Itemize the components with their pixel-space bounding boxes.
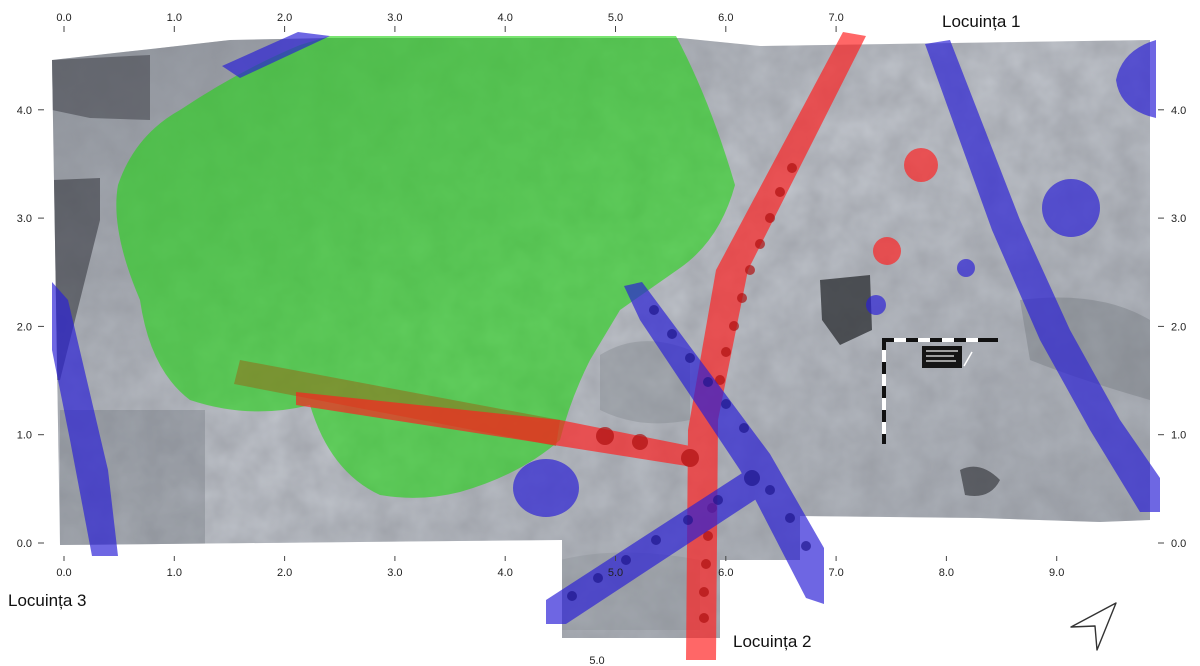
bottom-axis-extra-label: 5.0 [589, 655, 604, 666]
bottom-axis-tick-label: 2.0 [277, 567, 292, 579]
left-axis-tick-label: 3.0 [17, 213, 32, 225]
left-axis-tick-label: 1.0 [17, 430, 32, 442]
bottom-axis-tick-label: 8.0 [939, 567, 954, 579]
left-axis-tick-label: 0.0 [17, 538, 32, 550]
right-axis-tick-label: 1.0 [1171, 430, 1186, 442]
bottom-axis-tick-label: 7.0 [828, 567, 843, 579]
top-axis: 0.0 1.0 2.0 3.0 4.0 5.0 6.0 7.0 [56, 12, 844, 32]
bottom-axis-tick-label: 1.0 [167, 567, 182, 579]
top-axis-tick-label: 3.0 [387, 12, 402, 24]
right-axis-tick-label: 3.0 [1171, 213, 1186, 225]
dwelling-2-label: Locuința 2 [733, 632, 812, 651]
top-axis-tick-label: 2.0 [277, 12, 292, 24]
scale-bar [882, 338, 998, 444]
right-axis-tick-label: 0.0 [1171, 538, 1186, 550]
bottom-axis-tick-label: 9.0 [1049, 567, 1064, 579]
blue-overlays [52, 32, 1160, 624]
top-axis-tick-label: 0.0 [56, 12, 71, 24]
top-axis-tick-label: 4.0 [498, 12, 513, 24]
top-axis-tick-label: 7.0 [828, 12, 843, 24]
right-axis: 0.0 1.0 2.0 3.0 4.0 [1158, 105, 1186, 550]
top-axis-tick-label: 6.0 [718, 12, 733, 24]
top-axis-tick-label: 1.0 [167, 12, 182, 24]
left-axis: 0.0 1.0 2.0 3.0 4.0 [17, 105, 44, 550]
bottom-axis-tick-label: 4.0 [498, 567, 513, 579]
bottom-axis-tick-label: 0.0 [56, 567, 71, 579]
bottom-axis: 0.0 1.0 2.0 3.0 4.0 5.0 6.0 7.0 8.0 9.0 [56, 556, 1064, 579]
blue-post-holes [567, 305, 811, 601]
dwelling-3-label: Locuința 3 [8, 591, 87, 610]
bottom-axis-tick-label: 3.0 [387, 567, 402, 579]
bottom-axis-tick-label: 5.0 [608, 567, 623, 579]
bottom-axis-tick-label: 6.0 [718, 567, 733, 579]
left-axis-tick-label: 2.0 [17, 321, 32, 333]
right-axis-tick-label: 4.0 [1171, 105, 1186, 117]
right-axis-tick-label: 2.0 [1171, 321, 1186, 333]
red-overlays [296, 32, 938, 660]
dwelling-1-label: Locuința 1 [942, 12, 1021, 31]
top-axis-tick-label: 5.0 [608, 12, 623, 24]
left-axis-tick-label: 4.0 [17, 105, 32, 117]
navigation-arrow-icon [1070, 602, 1117, 651]
